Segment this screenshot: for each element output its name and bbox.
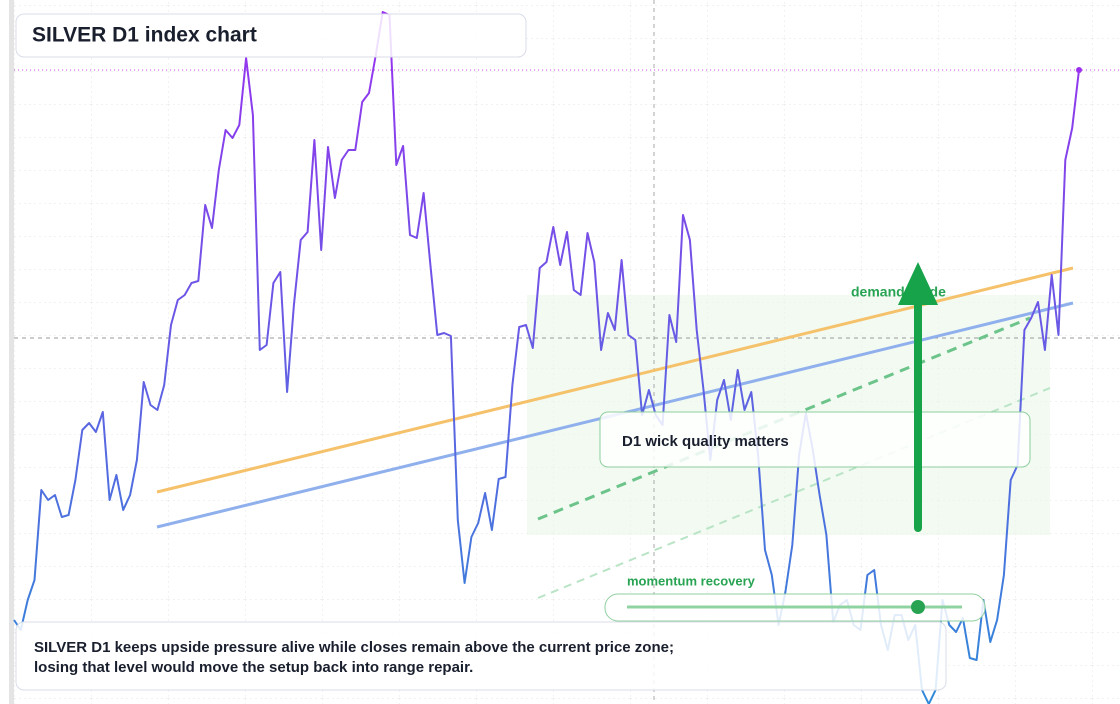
note-line: losing that level would move the setup b… bbox=[34, 659, 473, 676]
note-line: SILVER D1 keeps upside pressure alive wh… bbox=[34, 639, 674, 656]
last-point bbox=[1076, 67, 1082, 73]
momentum-knob bbox=[911, 600, 925, 614]
green-trend bbox=[537, 316, 1031, 521]
chart-title: SILVER D1 index chart bbox=[32, 24, 257, 47]
left-edge bbox=[9, 0, 14, 704]
momentum-label: momentum recovery bbox=[627, 573, 756, 588]
title-box bbox=[15, 13, 527, 58]
note-box bbox=[15, 621, 947, 691]
wick-annotation: D1 wick quality matters bbox=[622, 433, 789, 450]
wick-box bbox=[599, 411, 1031, 468]
arrow-head bbox=[898, 262, 938, 305]
